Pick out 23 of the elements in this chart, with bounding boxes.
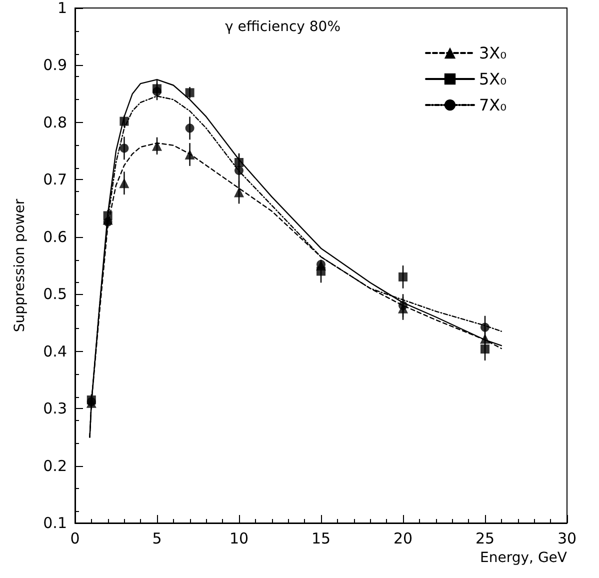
y-axis-title: Suppression power xyxy=(12,198,28,332)
y-tick-label: 0.7 xyxy=(43,170,67,189)
x-tick-label: 30 xyxy=(557,530,577,548)
legend-label: 7X₀ xyxy=(479,96,507,114)
x-tick-label: 5 xyxy=(152,530,162,548)
y-tick-label: 0.1 xyxy=(43,514,67,532)
y-tick-label: 0.4 xyxy=(43,342,67,360)
y-tick-label: 0.2 xyxy=(43,456,67,475)
y-tick-label: 0.5 xyxy=(43,285,67,304)
x-tick-label: 20 xyxy=(393,530,413,548)
y-tick-label: 1 xyxy=(57,0,67,17)
y-tick-label: 0.9 xyxy=(43,56,67,74)
x-axis-title: Energy, GeV xyxy=(480,550,568,566)
x-tick-label: 15 xyxy=(311,530,331,548)
x-tick-label: 25 xyxy=(475,530,495,548)
x-tick-label: 0 xyxy=(70,530,80,548)
annotation: γ efficiency 80% xyxy=(225,19,341,35)
legend-label: 5X₀ xyxy=(479,70,507,88)
y-tick-label: 0.6 xyxy=(43,228,67,246)
legend-label: 3X₀ xyxy=(479,44,507,62)
y-tick-label: 0.8 xyxy=(43,113,67,132)
y-tick-label: 0.3 xyxy=(43,400,67,418)
x-tick-label: 10 xyxy=(229,530,249,548)
